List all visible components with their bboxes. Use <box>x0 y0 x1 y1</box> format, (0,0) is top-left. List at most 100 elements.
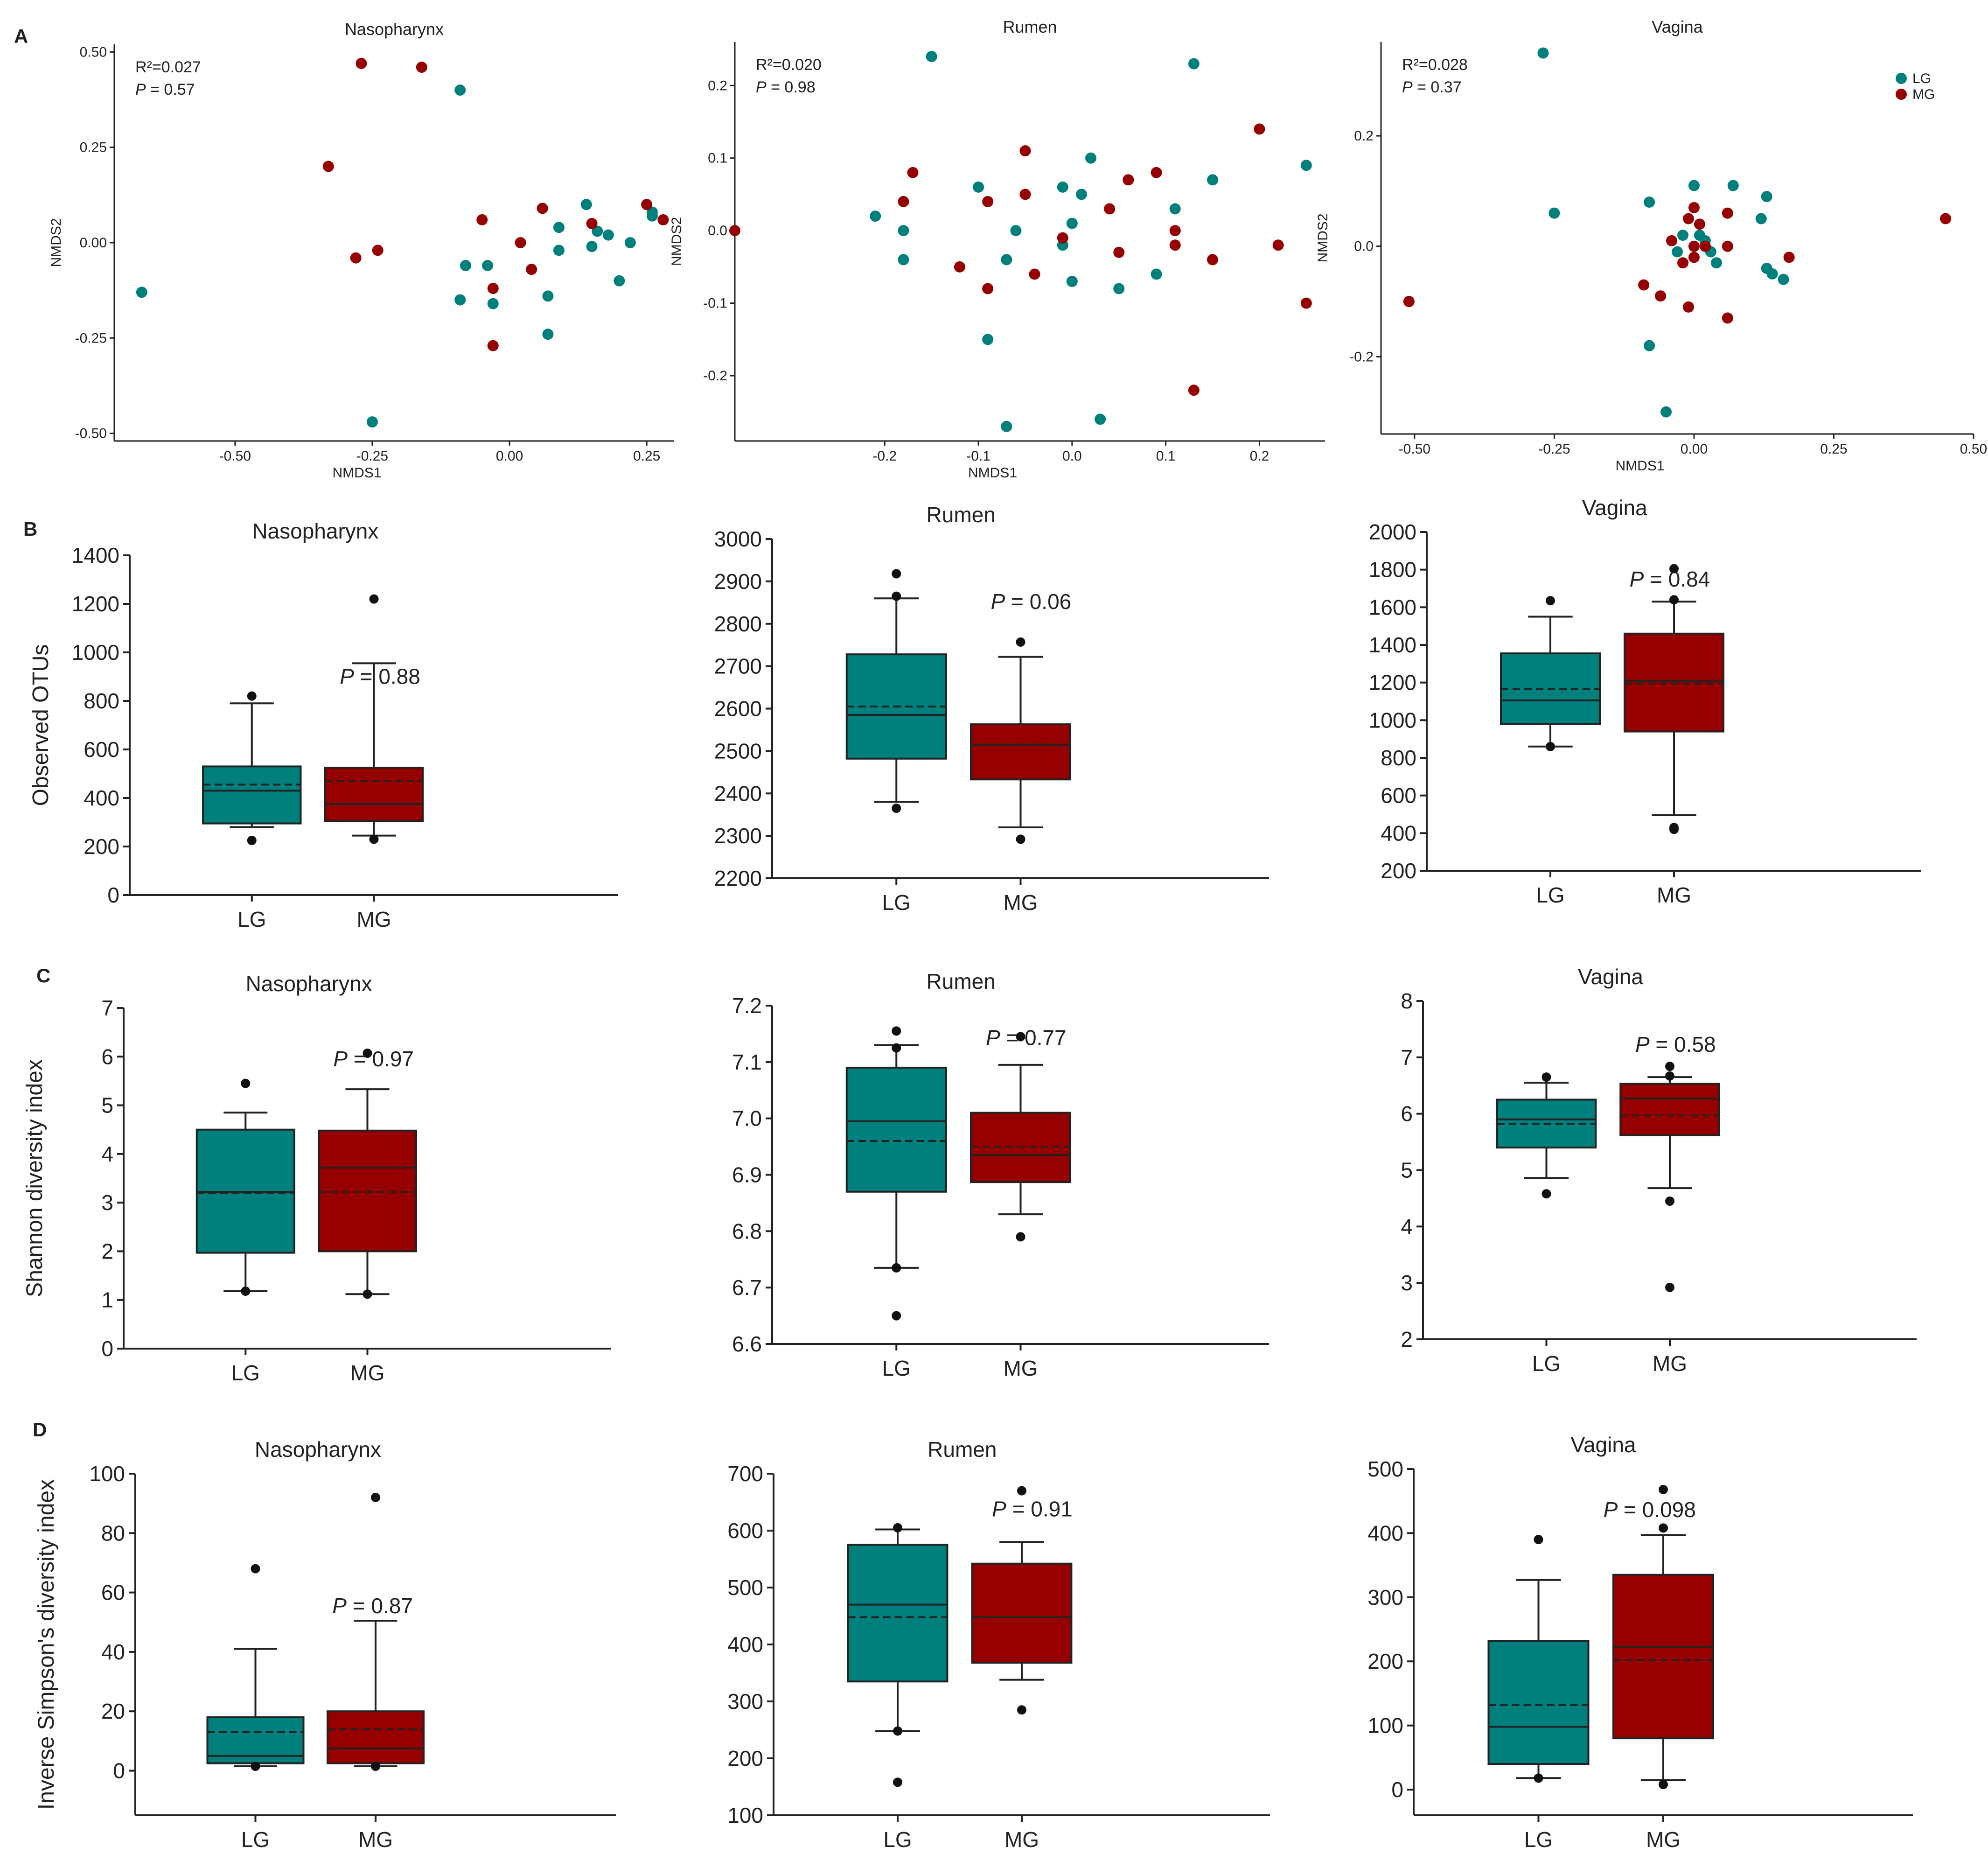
box-mg <box>327 1710 425 1764</box>
y-tick-label: 6.8 <box>732 1219 762 1243</box>
chart-title: Vagina <box>1578 965 1643 989</box>
y-tick-label: -0.25 <box>75 330 107 346</box>
y-tick-label: -0.50 <box>75 426 107 441</box>
outlier-point-mg <box>1665 1071 1674 1081</box>
scatter-point-mg <box>1057 232 1068 244</box>
scatter-point-mg <box>1666 235 1678 246</box>
scatter-point-lg <box>624 237 636 248</box>
scatter-point-lg <box>1727 180 1739 191</box>
y-tick-label: 500 <box>1367 1457 1403 1481</box>
scatter-point-mg <box>1638 279 1650 291</box>
box-lg <box>1487 1640 1590 1765</box>
scatter-point-mg <box>487 340 499 351</box>
p-value-annotation: P = 0.06 <box>991 589 1072 614</box>
y-tick-label: 4 <box>101 1142 113 1166</box>
x-tick-label-mg: MG <box>1646 1827 1681 1852</box>
scatter-point-lg <box>898 254 909 266</box>
scatter-point-mg <box>1688 202 1700 213</box>
chart-title: Nasopharynx <box>255 1437 381 1462</box>
p-value-annotation: P = 0.88 <box>340 665 420 689</box>
scatter-point-lg <box>1677 230 1688 241</box>
p-value-annotation: P = 0.37 <box>1402 78 1462 96</box>
scatter-point-mg <box>476 214 488 225</box>
y-tick-label: 200 <box>727 1746 763 1770</box>
scatter-point-mg <box>537 203 548 214</box>
scatter-point-mg <box>1113 246 1125 258</box>
scatter-point-lg <box>553 245 565 256</box>
y-tick-label: 60 <box>101 1581 125 1605</box>
scatter-point-mg <box>586 218 598 230</box>
x-tick-label: 0.0 <box>1062 448 1082 464</box>
outlier-point-mg <box>371 1761 380 1771</box>
y-tick-label: 100 <box>727 1803 763 1827</box>
y-tick-label: 20 <box>101 1699 125 1723</box>
p-value-annotation: P = 0.098 <box>1604 1497 1696 1522</box>
x-tick-label-lg: LG <box>882 1356 911 1380</box>
y-axis-label: NMDS2 <box>49 218 64 267</box>
x-axis-label: NMDS1 <box>1615 458 1664 474</box>
y-tick-label: 7.2 <box>732 993 762 1018</box>
box-mg <box>970 723 1071 781</box>
p-value-annotation: P = 0.57 <box>135 81 195 98</box>
outlier-point-mg <box>1669 595 1679 605</box>
scatter-point-lg <box>1766 268 1778 280</box>
scatter-point-lg <box>973 181 984 193</box>
outlier-point-lg <box>1546 596 1555 606</box>
scatter-point-lg <box>1644 340 1655 351</box>
x-tick-label: 0.50 <box>1960 441 1987 457</box>
x-tick-label-lg: LG <box>882 890 911 915</box>
r-squared-annotation: R²=0.020 <box>756 56 822 74</box>
y-tick-label: 1400 <box>1369 633 1416 657</box>
scatter-point-mg <box>526 264 537 275</box>
scatter-point-mg <box>1151 167 1162 178</box>
scatter-point-lg <box>454 294 466 306</box>
p-value: = 0.58 <box>1650 1032 1716 1056</box>
nmds-nasopharynx-plot: -0.50 -0.25 0.00 0.25 -0.50 -0.25 0.00 0.25 0.50… <box>49 20 674 481</box>
r-squared-annotation: R²=0.028 <box>1402 56 1468 74</box>
panel-label-c: C <box>36 965 50 986</box>
y-tick-label: 0.25 <box>80 140 107 155</box>
legend-label-lg: LG <box>1912 71 1931 86</box>
chart-title: Nasopharynx <box>252 519 378 543</box>
outlier-point-lg <box>247 836 257 845</box>
outlier-point-mg <box>1665 1062 1674 1071</box>
nmds-rumen-plot: -0.2 -0.1 0.0 0.1 0.2 -0.2 -0.1 0.0 0.1 0.2 Rumen N… <box>669 17 1325 481</box>
shannon-vagina-plot: 2 3 4 5 6 7 8 LG MG Vagina P = 0.58 <box>1401 965 1917 1376</box>
scatter-point-lg <box>1095 413 1106 425</box>
box-lg <box>202 765 302 825</box>
y-tick-label: 200 <box>84 834 119 859</box>
scatter-point-mg <box>322 161 334 172</box>
box-mg <box>324 767 424 822</box>
y-tick-label: 1 <box>101 1288 113 1312</box>
scatter-point-mg <box>350 252 362 264</box>
p-symbol: P <box>135 81 146 98</box>
scatter-point-mg <box>1940 213 1952 224</box>
scatter-point-mg <box>1677 257 1688 269</box>
inverse-simpson-rumen-plot: 100 200 300 400 500 600 700 LG MG Rumen P = 0.91 <box>727 1437 1270 1852</box>
p-symbol: P <box>756 78 767 96</box>
outlier-point-mg <box>363 1048 372 1058</box>
legend-label-mg: MG <box>1912 87 1935 102</box>
chart-title: Rumen <box>928 1437 997 1462</box>
p-value: = 0.098 <box>1618 1497 1696 1522</box>
scatter-point-mg <box>1254 123 1265 135</box>
outlier-point-mg <box>1016 1232 1025 1242</box>
y-tick-label: 40 <box>101 1640 125 1664</box>
x-tick-label-lg: LG <box>883 1827 912 1852</box>
p-symbol: P <box>991 589 1005 614</box>
scatter-point-mg <box>907 167 919 178</box>
scatter-point-lg <box>136 287 147 298</box>
y-tick-label: 7.1 <box>732 1050 762 1074</box>
y-tick-label: 100 <box>1367 1714 1403 1738</box>
outlier-point-lg <box>893 1523 902 1532</box>
y-tick-label: 7 <box>101 996 113 1020</box>
scatter-point-mg <box>641 199 653 210</box>
y-tick-label: 5 <box>101 1093 113 1118</box>
r-squared-annotation: R²=0.027 <box>135 58 201 76</box>
x-tick-label-lg: LG <box>231 1361 260 1385</box>
outlier-point-lg <box>1534 1535 1543 1545</box>
y-tick-label: 1800 <box>1369 558 1416 582</box>
scatter-point-lg <box>1169 203 1181 215</box>
y-tick-label: 0.00 <box>80 235 107 251</box>
scatter-point-mg <box>1272 239 1284 251</box>
